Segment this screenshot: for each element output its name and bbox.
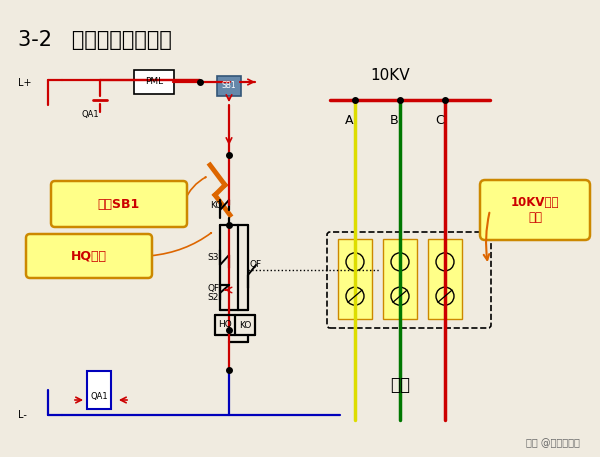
FancyArrowPatch shape [184,177,206,202]
Text: HQ得电: HQ得电 [71,250,107,262]
Text: KO: KO [210,201,223,209]
Text: A: A [345,113,353,127]
Text: S2: S2 [207,293,218,303]
Text: 头条 @兴福园电力: 头条 @兴福园电力 [526,438,580,448]
Text: 10KV真空
开关: 10KV真空 开关 [511,196,559,224]
FancyBboxPatch shape [26,234,152,278]
FancyBboxPatch shape [217,76,241,96]
Text: L+: L+ [18,78,32,88]
Text: QF: QF [207,283,219,292]
FancyArrowPatch shape [151,233,211,256]
Text: 10KV: 10KV [370,68,410,83]
Text: B: B [390,113,398,127]
FancyBboxPatch shape [383,239,417,319]
Text: QA1: QA1 [82,111,100,119]
Text: QA1: QA1 [90,392,108,401]
Text: KO: KO [239,320,251,329]
Text: PML: PML [145,78,163,86]
FancyBboxPatch shape [428,239,462,319]
Text: QF: QF [250,260,262,270]
Text: HQ: HQ [218,320,232,329]
FancyBboxPatch shape [134,70,174,94]
Text: 3-2   防止开关跳跃原理: 3-2 防止开关跳跃原理 [18,30,172,50]
Text: C: C [435,113,444,127]
FancyBboxPatch shape [338,239,372,319]
FancyBboxPatch shape [480,180,590,240]
FancyBboxPatch shape [51,181,187,227]
FancyBboxPatch shape [87,371,111,409]
Text: SB1: SB1 [221,81,236,90]
Text: 按下SB1: 按下SB1 [98,197,140,211]
Text: 负载: 负载 [390,376,410,394]
Text: S3: S3 [207,254,218,262]
Text: L-: L- [18,410,27,420]
